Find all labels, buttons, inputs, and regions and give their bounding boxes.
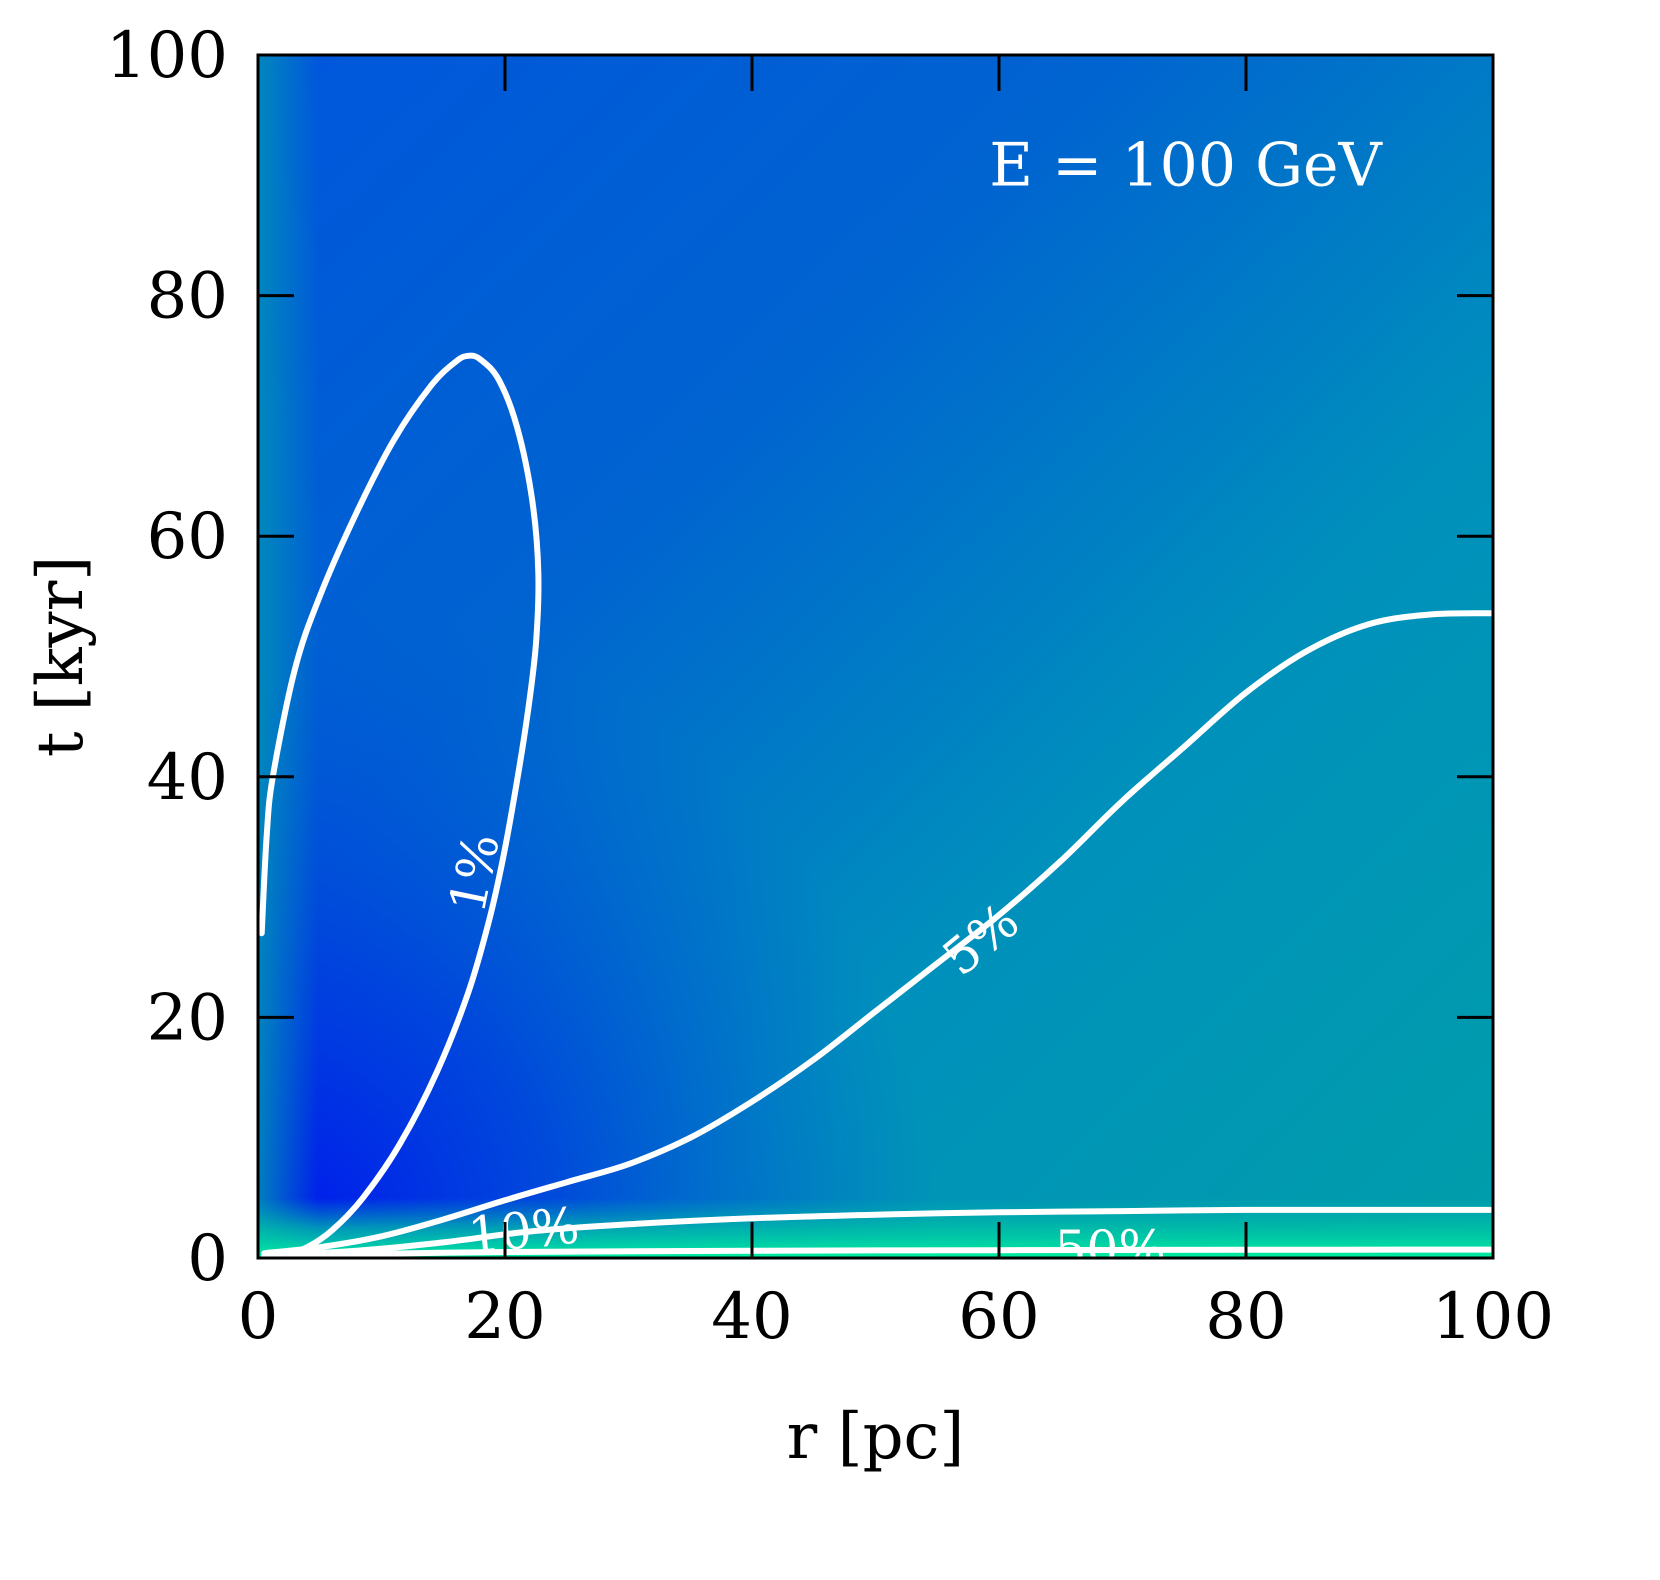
energy-annotation: E = 100 GeV (989, 130, 1383, 200)
x-tick-label: 20 (464, 1280, 545, 1354)
ticks (258, 55, 1493, 1258)
heatmap-core (258, 55, 1493, 1258)
contour-10pct (261, 1206, 1493, 1258)
contour-label-group-50pct: 50% (1055, 1220, 1166, 1278)
contour-label-group-10pct: 10% (465, 1197, 581, 1266)
x-tick-labels: 0 20 40 60 80 100 (238, 1280, 1554, 1354)
x-tick-label: 100 (1432, 1280, 1554, 1354)
y-tick-label: 100 (106, 19, 228, 93)
y-tick-label: 0 (187, 1222, 228, 1296)
x-tick-label: 40 (711, 1280, 792, 1354)
contour-label-10pct: 10% (465, 1197, 581, 1266)
x-tick-label: 80 (1205, 1280, 1286, 1354)
y-tick-labels: 0 20 40 60 80 100 (106, 19, 228, 1296)
y-tick-label: 20 (147, 981, 228, 1055)
plot-area: 1%5%10% 50% E = 100 GeV (256, 53, 1495, 1278)
contour-1pct (258, 352, 542, 1258)
heatmap-edge (258, 55, 318, 1258)
x-axis-label: r [pc] (787, 1400, 965, 1474)
heatmap: 1%5%10% 50% (258, 55, 1493, 1278)
y-tick-label: 40 (147, 741, 228, 815)
contour-50pct (261, 1246, 1493, 1258)
x-tick-label: 60 (958, 1280, 1039, 1354)
y-tick-label: 60 (147, 500, 228, 574)
x-tick-label: 0 (238, 1280, 279, 1354)
y-axis-label: t [kyr] (24, 556, 98, 758)
y-tick-label: 80 (147, 260, 228, 334)
contour-5pct (261, 610, 1493, 1257)
plot-frame (256, 53, 1495, 1260)
contour-label-50pct: 50% (1055, 1220, 1166, 1278)
